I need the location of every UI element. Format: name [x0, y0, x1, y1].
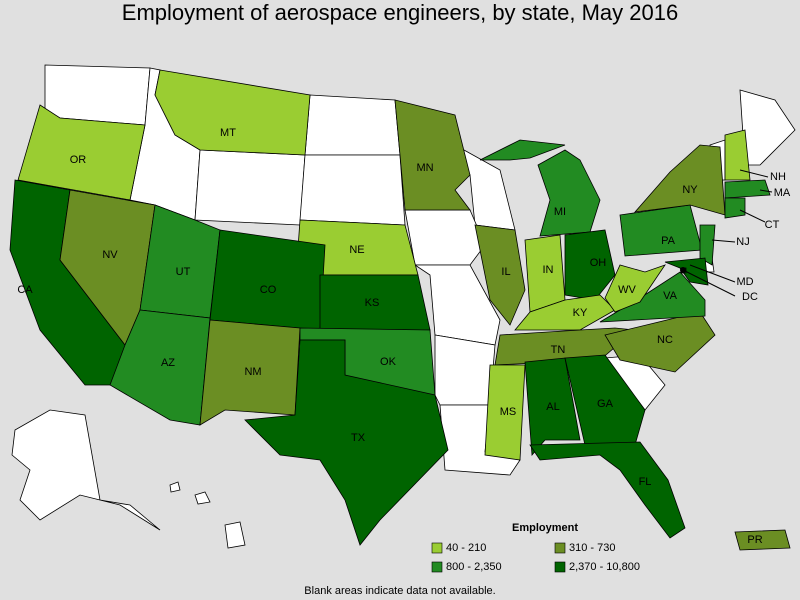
blank-states — [11, 64, 796, 549]
state-hi — [224, 521, 246, 549]
state-shape — [529, 441, 686, 539]
state-sd — [299, 154, 406, 226]
state-label: AZ — [161, 357, 175, 369]
state-shape — [537, 149, 601, 237]
footnote: Blank areas indicate data not available. — [304, 585, 495, 597]
state-ak — [11, 409, 161, 531]
state-shape — [199, 319, 301, 426]
leader-line — [689, 264, 736, 283]
state-layer: OR MT NE MN IL IN MI OH KY TN NC VA WV PA NY NJ MD DC NH MA… — [9, 69, 791, 551]
legend-label: 40 - 210 — [446, 542, 486, 554]
legend-title: Employment — [512, 522, 578, 534]
state-shape — [17, 104, 146, 201]
state-label: MI — [554, 206, 566, 218]
state-label: NV — [102, 249, 118, 261]
state-label: DC — [742, 291, 758, 303]
state-shape — [734, 529, 791, 551]
state-shape — [244, 339, 449, 546]
state-shape — [724, 197, 746, 219]
state-label: CO — [260, 284, 277, 296]
state-label: CA — [17, 284, 33, 296]
state-shape — [564, 229, 616, 301]
state-label: MN — [416, 162, 433, 174]
state-shape — [484, 364, 526, 461]
state-label: OH — [590, 257, 607, 269]
state-shape — [524, 357, 581, 456]
state-label: MD — [736, 276, 753, 288]
state-label: UT — [176, 266, 191, 278]
state-label: TX — [351, 432, 366, 444]
state-label: NC — [657, 334, 673, 346]
state-shape — [604, 264, 667, 313]
state-shape — [564, 354, 646, 446]
leader-line — [739, 209, 766, 223]
state-shape — [699, 224, 716, 266]
leader-lines — [682, 169, 773, 297]
state-shape — [724, 179, 771, 199]
state-label: TN — [551, 344, 566, 356]
legend-swatch — [554, 561, 566, 573]
state-label: NM — [244, 366, 261, 378]
state-shape — [209, 229, 326, 331]
state-ia — [404, 209, 486, 266]
state-shape — [474, 224, 526, 326]
state-label: NJ — [736, 236, 749, 248]
state-shape — [479, 139, 566, 161]
state-ar — [434, 334, 496, 406]
state-hi — [169, 481, 181, 493]
state-label: KS — [365, 297, 380, 309]
leader-line — [759, 189, 773, 193]
state-label: AL — [546, 401, 559, 413]
state-wa — [44, 64, 151, 126]
state-label: PA — [661, 235, 676, 247]
state-label: GA — [597, 398, 614, 410]
legend: 40 - 210 310 - 730 800 - 2,350 2,370 - 10,8… — [431, 542, 640, 573]
state-shape — [394, 99, 471, 211]
state-shape — [154, 69, 311, 156]
state-label: MA — [774, 187, 791, 199]
leader-line — [711, 239, 736, 243]
leader-line — [739, 169, 769, 178]
state-label: OK — [380, 356, 397, 368]
state-label: NY — [682, 184, 698, 196]
legend-swatch — [431, 561, 443, 573]
state-hi — [194, 491, 211, 505]
legend-label: 800 - 2,350 — [446, 561, 502, 573]
state-label: IL — [501, 266, 510, 278]
state-label: MT — [220, 127, 236, 139]
state-label: KY — [573, 307, 588, 319]
state-wy — [194, 149, 306, 226]
legend-swatch — [431, 542, 443, 554]
state-label: VA — [663, 290, 678, 302]
state-label: MS — [500, 406, 517, 418]
state-label: IN — [543, 264, 554, 276]
legend-swatch — [554, 542, 566, 554]
state-label: WV — [618, 284, 636, 296]
state-shape — [634, 144, 726, 216]
state-label: PR — [747, 534, 762, 546]
state-shape — [724, 129, 751, 181]
state-label: NE — [349, 244, 364, 256]
state-label: OR — [70, 154, 87, 166]
state-nd — [304, 94, 401, 156]
state-label: NH — [770, 171, 786, 183]
legend-label: 310 - 730 — [569, 542, 615, 554]
map-title: Employment of aerospace engineers, by st… — [122, 0, 678, 25]
state-label: CT — [765, 219, 780, 231]
leader-line — [682, 269, 736, 297]
state-label: FL — [639, 476, 652, 488]
dc-marker — [680, 267, 686, 273]
legend-label: 2,370 - 10,800 — [569, 561, 640, 573]
